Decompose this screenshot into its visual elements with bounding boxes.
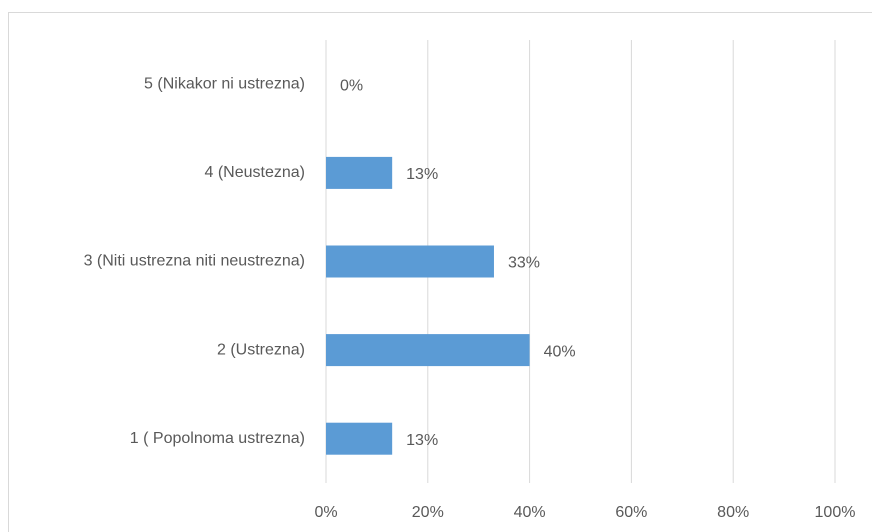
data-label: 0% bbox=[340, 78, 363, 95]
data-label: 33% bbox=[508, 255, 540, 272]
data-label: 13% bbox=[406, 432, 438, 449]
x-tick-label: 60% bbox=[615, 504, 647, 521]
x-tick-label: 80% bbox=[717, 504, 749, 521]
y-tick-label: 2 (Ustrezna) bbox=[217, 341, 305, 358]
y-tick-label: 3 (Niti ustrezna niti neustrezna) bbox=[84, 253, 305, 270]
bar bbox=[326, 245, 494, 278]
y-tick-label: 5 (Nikakor ni ustrezna) bbox=[144, 76, 305, 93]
y-tick-label: 4 (Neustezna) bbox=[205, 164, 306, 181]
y-tick-label: 1 ( Popolnoma ustrezna) bbox=[130, 430, 305, 447]
x-tick-label: 20% bbox=[412, 504, 444, 521]
bar bbox=[326, 156, 393, 189]
x-tick-label: 100% bbox=[815, 504, 856, 521]
bar bbox=[326, 334, 530, 367]
data-label: 40% bbox=[544, 343, 576, 360]
bar bbox=[326, 422, 393, 455]
x-tick-label: 0% bbox=[314, 504, 337, 521]
x-tick-label: 40% bbox=[514, 504, 546, 521]
data-label: 13% bbox=[406, 166, 438, 183]
